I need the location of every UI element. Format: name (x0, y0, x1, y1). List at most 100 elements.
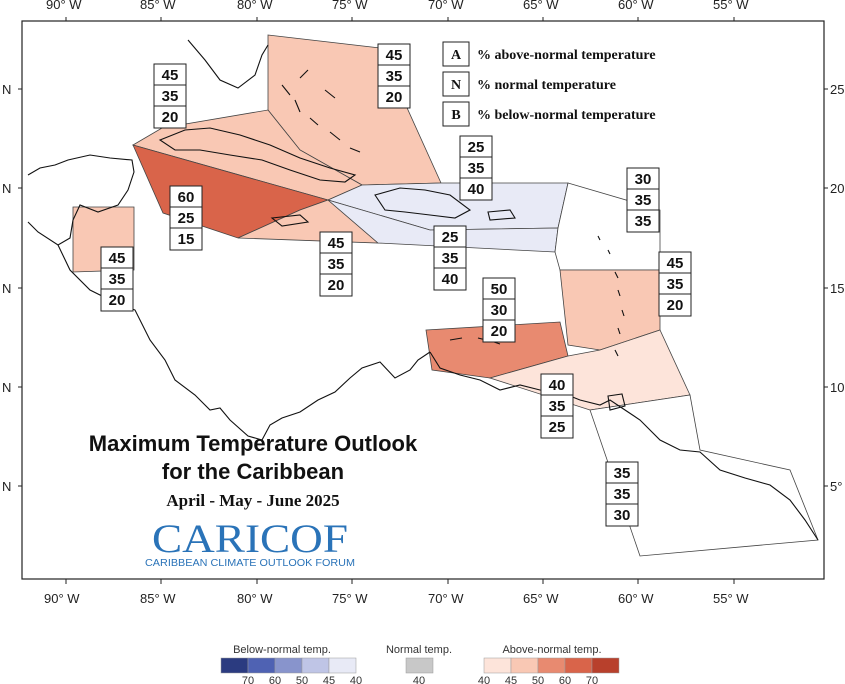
coast-mexico-central-america (27, 154, 431, 441)
zone-guianas (589, 394, 819, 557)
legend-letter: A (451, 48, 462, 63)
above-normal-value: 30 (635, 171, 652, 188)
normal-value: 35 (468, 160, 485, 177)
prob-box-windward: 45 35 20 (658, 251, 692, 317)
x-tick-label: 90° W (44, 591, 80, 606)
below-normal-value: 20 (109, 292, 126, 309)
colorbar-tick: 50 (532, 675, 544, 684)
y-tick-label: 20 (830, 181, 844, 196)
above-normal-value: 40 (549, 377, 566, 394)
colorbar-normal-swatch (405, 657, 434, 674)
colorbar-swatch (510, 657, 539, 674)
below-normal-value: 30 (614, 507, 631, 524)
colorbar-swatch (274, 657, 303, 674)
colorbar-swatch (301, 657, 330, 674)
y-tick-label: N (2, 82, 11, 97)
below-normal-value: 20 (328, 277, 345, 294)
above-normal-value: 45 (667, 255, 684, 272)
colorbar-swatch (220, 657, 249, 674)
below-normal-value: 25 (549, 419, 566, 436)
legend-text: % above-normal temperature (477, 48, 656, 63)
prob-box-abc-islands: 50 30 20 (482, 277, 516, 343)
normal-value: 35 (549, 398, 566, 415)
y-axis-left: N N N N N (2, 82, 11, 494)
legend-letter: N (451, 78, 461, 93)
colorbar-swatch (483, 657, 512, 674)
above-normal-value: 45 (328, 235, 345, 252)
colorbar-tick: 40 (478, 675, 490, 684)
y-tick-label: N (2, 281, 11, 296)
colorbar-above-ticks: 40 45 50 60 70 (478, 675, 598, 684)
x-tick-label: 75° W (332, 0, 368, 12)
below-normal-value: 20 (386, 89, 403, 106)
above-normal-value: 35 (614, 465, 631, 482)
probability-boxes: 45 35 20 45 35 20 60 25 15 45 35 20 45 3… (100, 43, 692, 527)
x-tick-label: 70° W (428, 591, 464, 606)
coast-bahamas (281, 69, 361, 153)
prob-box-trinidad: 40 35 25 (540, 373, 574, 439)
colorbar-tick: 70 (242, 675, 254, 684)
above-normal-value: 25 (468, 139, 485, 156)
below-normal-value: 40 (468, 181, 485, 198)
colorbar-above-swatches (483, 657, 620, 674)
below-normal-value: 15 (178, 231, 195, 248)
prob-box-jamaica-south: 45 35 20 (319, 231, 353, 297)
colorbar-below-title: Below-normal temp. (233, 644, 331, 656)
colorbar-tick: 60 (559, 675, 571, 684)
coast-jamaica (270, 214, 310, 227)
x-tick-label: 75° W (332, 591, 368, 606)
prob-box-guianas: 35 35 30 (605, 461, 639, 527)
coast-cuba (158, 127, 357, 183)
x-tick-label: 65° W (523, 591, 559, 606)
x-tick-label: 80° W (237, 591, 273, 606)
normal-value: 35 (614, 486, 631, 503)
y-tick-label: 15 (830, 281, 844, 296)
x-tick-label: 85° W (140, 591, 176, 606)
legend-row-below: B % below-normal temperature (442, 101, 656, 127)
prob-box-leeward: 30 35 35 (626, 167, 660, 233)
logo-wordmark: CARICOF (152, 516, 348, 561)
colorbar-tick: 60 (269, 675, 281, 684)
colorbar-tick: 40 (350, 675, 362, 684)
coast-hispaniola (374, 187, 472, 219)
colorbar-tick: 45 (323, 675, 335, 684)
x-axis-bottom: 90° W 85° W 80° W 75° W 70° W 65° W 60° … (44, 591, 749, 606)
below-normal-value: 40 (442, 271, 459, 288)
normal-value: 25 (178, 210, 195, 227)
coast-lesser-antilles (597, 235, 625, 357)
y-tick-label: N (2, 181, 11, 196)
normal-value: 35 (328, 256, 345, 273)
y-tick-label: 25 (830, 82, 844, 97)
below-normal-value: 35 (635, 213, 652, 230)
normal-value: 35 (442, 250, 459, 267)
colorbar-tick: 40 (413, 675, 425, 684)
colorbar-swatch (591, 657, 620, 674)
x-tick-label: 80° W (237, 0, 273, 12)
legend-letter: B (451, 108, 460, 123)
above-normal-value: 25 (442, 229, 459, 246)
y-axis-right: 25 20 15 10 5° (830, 82, 844, 494)
coast-florida (187, 39, 269, 89)
prob-box-cayman-jamaica: 60 25 15 (169, 185, 203, 251)
y-tick-label: N (2, 479, 11, 494)
coast-trinidad (607, 393, 626, 411)
above-normal-value: 60 (178, 189, 195, 206)
normal-value: 30 (491, 302, 508, 319)
colorbar-tick: 70 (586, 675, 598, 684)
above-normal-value: 45 (109, 250, 126, 267)
normal-value: 35 (667, 276, 684, 293)
prob-box-cuba: 45 35 20 (153, 63, 187, 129)
x-tick-label: 90° W (46, 0, 82, 12)
y-tick-label: 10 (830, 380, 844, 395)
map-title-line2: for the Caribbean (162, 459, 344, 484)
map-period: April - May - June 2025 (166, 491, 339, 510)
x-axis-top: 90° W 85° W 80° W 75° W 70° W 65° W 60° … (46, 0, 749, 12)
x-tick-label: 55° W (713, 591, 749, 606)
coastlines (27, 39, 819, 541)
above-normal-value: 50 (491, 281, 508, 298)
colorbar-below-ticks: 70 60 50 45 40 (242, 675, 362, 684)
prob-box-bahamas: 45 35 20 (377, 43, 411, 109)
colorbar: Below-normal temp. Normal temp. Above-no… (220, 644, 620, 684)
x-tick-label: 85° W (140, 0, 176, 12)
